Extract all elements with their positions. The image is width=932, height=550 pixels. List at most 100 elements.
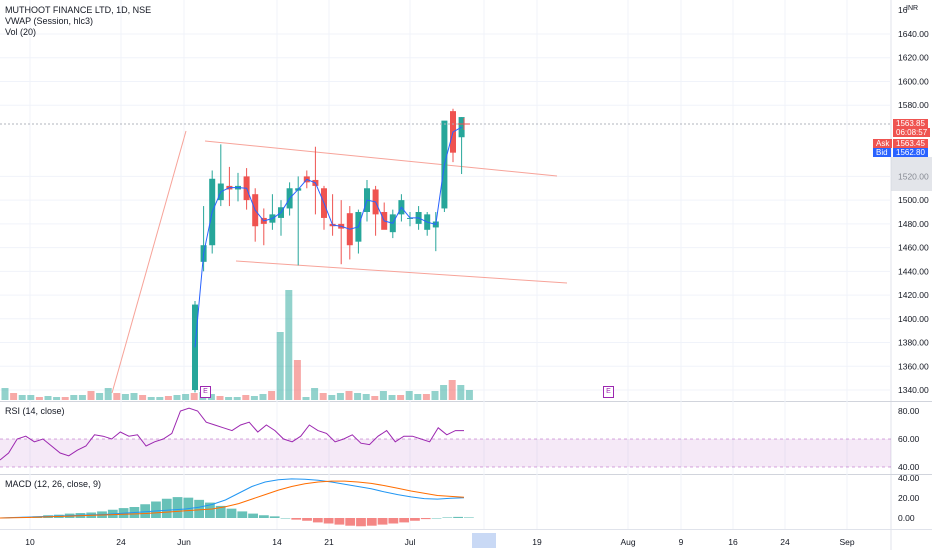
macd-hist-bar	[258, 515, 269, 518]
volume-bar	[268, 391, 276, 400]
volume-bar	[121, 394, 129, 400]
volume-bar	[354, 393, 362, 400]
earnings-marker-1[interactable]: E	[200, 386, 211, 398]
volume-bar	[182, 394, 190, 400]
price-tick-label: 1460.00	[898, 243, 929, 253]
volume-bar	[53, 397, 61, 400]
volume-bar	[1, 388, 9, 400]
time-tick-label: 9	[679, 537, 684, 547]
volume-bar	[336, 393, 344, 400]
volume-bar	[250, 396, 258, 400]
volume-bar	[302, 397, 310, 400]
macd-hist-bar	[183, 497, 194, 518]
time-tick-label: 21	[324, 537, 334, 547]
earnings-marker-2[interactable]: E	[603, 386, 614, 398]
time-tick-label: 16	[728, 537, 738, 547]
price-scale-highlight	[891, 157, 932, 191]
macd-hist-bar	[410, 518, 420, 521]
volume-bar	[397, 395, 405, 400]
volume-bar	[18, 395, 26, 400]
macd-hist-bar	[312, 518, 323, 523]
macd-tick-label: 20.00	[898, 493, 920, 503]
volume-bar	[61, 397, 69, 400]
macd-hist-bar	[215, 505, 226, 518]
rsi-tick-label: 40.00	[898, 462, 920, 472]
time-tick-label: 24	[780, 537, 790, 547]
macd-hist-bar	[345, 518, 356, 526]
time-tick-label: Sep	[839, 537, 854, 547]
bid-label: Bid	[873, 148, 891, 157]
macd-hist-bar	[323, 518, 334, 524]
macd-hist-bar	[205, 502, 215, 518]
macd-legend[interactable]: MACD (12, 26, close, 9)	[5, 479, 102, 489]
volume-bar	[190, 393, 198, 400]
volume-bar	[457, 385, 465, 400]
volume-bar	[147, 397, 155, 400]
rsi-tick-label: 60.00	[898, 434, 920, 444]
volume-bar	[87, 391, 95, 400]
ask-label: Ask	[873, 139, 893, 148]
price-top-partial: 16	[898, 5, 908, 15]
rsi-legend[interactable]: RSI (14, close)	[5, 406, 65, 416]
time-tick-label: Jul	[405, 537, 416, 547]
macd-hist-bar	[172, 497, 183, 518]
volume-bar	[242, 395, 250, 400]
volume-bar	[164, 396, 172, 400]
macd-hist-bar	[420, 518, 431, 520]
countdown-tag: 06:08:57	[893, 128, 931, 137]
macd-hist-bar	[334, 518, 345, 525]
rsi-band	[0, 438, 891, 468]
rsi-path	[0, 407, 464, 461]
price-tick-label: 1500.00	[898, 195, 929, 205]
time-axis-highlight	[472, 533, 496, 548]
volume-bar	[113, 393, 121, 400]
symbol-legend[interactable]: MUTHOOT FINANCE LTD, 1D, NSE	[5, 5, 152, 15]
macd-hist-bar	[356, 518, 366, 527]
volume-bar	[233, 397, 241, 400]
channel-lower	[235, 260, 568, 284]
volume-bar	[405, 391, 413, 400]
vwap-path	[194, 126, 462, 348]
volume-bar	[173, 395, 181, 400]
ask-tag: 1563.45	[893, 139, 928, 148]
price-tick-label: 1380.00	[898, 338, 929, 348]
macd-hist-bar	[291, 518, 302, 520]
volume-bar	[70, 395, 78, 400]
price-tick-label: 1620.00	[898, 53, 929, 63]
time-tick-label: Jun	[177, 537, 191, 547]
time-tick-label: 19	[532, 537, 542, 547]
volume-bar	[362, 394, 370, 400]
channel-lines	[111, 130, 568, 394]
volume-bar	[276, 332, 284, 400]
crosshair-marker	[458, 118, 470, 130]
volume-bar	[328, 395, 336, 400]
volume-bar	[345, 391, 353, 400]
vwap-legend[interactable]: VWAP (Session, hlc3)	[5, 16, 94, 26]
rsi-band-fill	[0, 439, 891, 467]
macd-hist-bar	[377, 518, 388, 525]
volume-bar	[285, 290, 293, 400]
volume-bar	[78, 395, 86, 400]
time-tick-label: 24	[116, 537, 126, 547]
macd-hist-bar	[366, 518, 377, 526]
macd-hist-bar	[431, 518, 442, 519]
macd-hist-bar	[237, 511, 248, 518]
axes: 1640.001620.001600.001580.001520.001500.…	[25, 29, 929, 547]
rsi-line	[0, 407, 464, 461]
vol-legend[interactable]: Vol (20)	[5, 27, 37, 37]
volume-bar	[139, 395, 147, 400]
last-price-tag: 1563.85	[893, 119, 928, 128]
volume-bar	[388, 395, 396, 400]
volume-bar	[104, 388, 112, 400]
macd-hist-bar	[194, 499, 205, 518]
volume-bar	[465, 390, 473, 400]
volume-bar	[379, 391, 387, 400]
macd-hist-bar	[388, 518, 399, 524]
volume-bar	[27, 395, 35, 400]
time-tick-label: Aug	[620, 537, 635, 547]
volume-bar	[207, 394, 215, 400]
macd-hist-bar	[442, 517, 453, 518]
volume-bar	[216, 396, 224, 400]
volume-bar	[319, 393, 327, 400]
